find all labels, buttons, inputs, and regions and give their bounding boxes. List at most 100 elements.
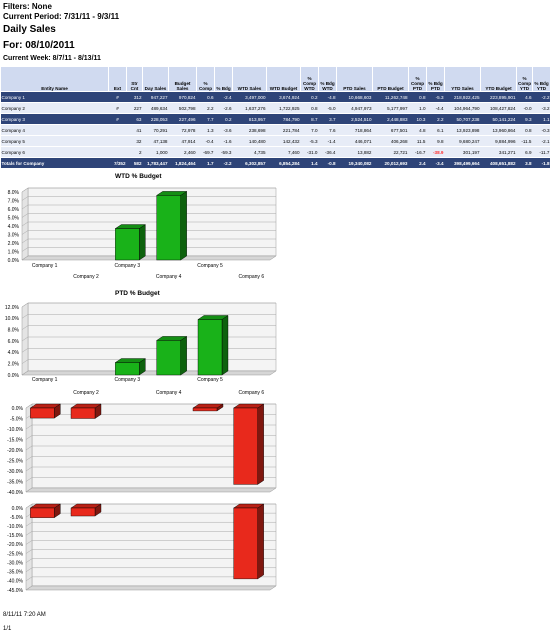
bar-side [139, 224, 146, 261]
bar [156, 336, 188, 376]
y-tick-label: 7.0% [8, 198, 20, 204]
table-cell: 947,227 [142, 91, 169, 103]
x-tick-label: Company 5 [197, 263, 223, 269]
table-cell: -31.0 [300, 146, 319, 158]
gridline [21, 302, 29, 308]
table-cell: 1,637,276 [232, 102, 267, 114]
column-header: % Comp PTD [408, 66, 427, 92]
table-cell [108, 135, 127, 147]
bar [29, 503, 61, 519]
y-tick-label: -20.0% [7, 542, 23, 548]
y-tick-label: 2.0% [8, 361, 20, 367]
table-cell: -36.4 [318, 146, 337, 158]
x-tick-label: Company 2 [73, 390, 99, 396]
totals-cell: -0.8 [318, 157, 337, 169]
table-cell: 227 [126, 102, 143, 114]
bar [233, 403, 265, 485]
table-cell: 10.3 [408, 113, 427, 125]
y-tick-label: 0.0% [8, 258, 20, 264]
y-tick-label: -40.0% [7, 579, 23, 585]
y-tick-label: 1.0% [8, 249, 20, 255]
table-cell: 50,707,238 [444, 113, 481, 125]
table-cell: -0.3 [532, 124, 550, 136]
bar-front [70, 507, 96, 517]
table-cell: 2,524,510 [336, 113, 373, 125]
table-cell: 1.0 [408, 102, 427, 114]
table-cell: 3,674,924 [266, 91, 301, 103]
column-header: WTD Budget [266, 66, 301, 92]
table-cell: -0.0 [516, 102, 533, 114]
table-cell: 784,790 [266, 113, 301, 125]
table-cell: 301,197 [444, 146, 481, 158]
table-cell: 7.0 [300, 124, 319, 136]
entity-name-cell: Company 2 [0, 102, 109, 114]
totals-cell: 1,824,464 [168, 157, 197, 169]
gridline [21, 213, 29, 218]
y-tick-label: -25.0% [7, 458, 23, 464]
table-cell: -2.2 [532, 91, 550, 103]
table-cell: -59.3 [214, 146, 233, 158]
table-cell: -1.6 [214, 135, 233, 147]
table-cell: 2,460 [168, 146, 197, 158]
bar-front [192, 407, 218, 412]
column-header: % Comp YTD [516, 66, 533, 92]
gridline [25, 435, 33, 440]
table-cell: 108,427,824 [480, 102, 517, 114]
table-cell: 0.2 [300, 91, 319, 103]
gridline [21, 238, 29, 244]
y-tick-label: -10.0% [7, 427, 23, 433]
table-cell: 32 [126, 135, 143, 147]
wtd-negative-chart: 0.0% -5.0% -10.0% -15.0% -20.0% -25.0% -30.0% -… [7, 403, 277, 496]
gridline [25, 503, 33, 509]
entity-name-cell: Company 5 [0, 135, 109, 147]
gridline [25, 456, 33, 461]
plot-floor [21, 370, 277, 376]
entity-name-cell: Company 4 [0, 124, 109, 136]
x-tick-label: Company 1 [32, 263, 58, 269]
table-cell: 228,053 [142, 113, 169, 125]
table-cell: 1,000 [142, 146, 169, 158]
report-title: Daily Sales [3, 24, 56, 35]
column-header: WTD Sales [232, 66, 267, 92]
plot-floor [25, 585, 277, 591]
totals-cell: 6,854,284 [266, 157, 301, 169]
table-cell: 13,882 [336, 146, 373, 158]
wtd-budget-chart: 8.0% 7.0% 6.0% 5.0% 4.0% 3.0% 2.0% 1.0% 0.0% Comp… [8, 187, 277, 280]
y-tick-label: 6.0% [8, 339, 20, 345]
table-cell: -3.6 [214, 124, 233, 136]
table-cell: 9,884,996 [480, 135, 517, 147]
totals-cell: 20,012,693 [372, 157, 409, 169]
table-cell: -5.0 [318, 102, 337, 114]
y-tick-label: -35.0% [7, 479, 23, 485]
bar-front [156, 195, 181, 261]
gridline [21, 187, 29, 193]
table-cell [108, 124, 127, 136]
y-tick-label: -10.0% [7, 524, 23, 530]
table-cell: 7,460 [266, 146, 301, 158]
table-cell: 718,864 [336, 124, 373, 136]
y-tick-label: -5.0% [10, 416, 24, 422]
x-tick-label: Company 5 [197, 377, 223, 383]
table-cell: 813,957 [232, 113, 267, 125]
table-cell: -11.5 [516, 135, 533, 147]
table-cell: 10,668,603 [336, 91, 373, 103]
gridline [21, 359, 29, 364]
y-tick-label: 3.0% [8, 232, 20, 238]
gridline [21, 247, 29, 252]
table-cell: -2.1 [532, 135, 550, 147]
x-tick-label: Company 4 [156, 274, 182, 280]
table-cell: 489,634 [142, 102, 169, 114]
gridline [21, 336, 29, 342]
table-cell: 142,432 [266, 135, 301, 147]
column-header: YTD Sales [444, 66, 481, 92]
y-tick-label: -30.0% [7, 560, 23, 566]
entity-name-cell: Company 3 [0, 113, 109, 125]
table-cell: -2.6 [214, 102, 233, 114]
totals-cell: -3.4 [426, 157, 445, 169]
column-header: % Comp WTD [300, 66, 319, 92]
gridline [25, 466, 33, 472]
page-number: 1/1 [3, 626, 12, 632]
table-cell: 104,964,790 [444, 102, 481, 114]
table-cell: 227,496 [168, 113, 197, 125]
gridline [25, 549, 33, 554]
